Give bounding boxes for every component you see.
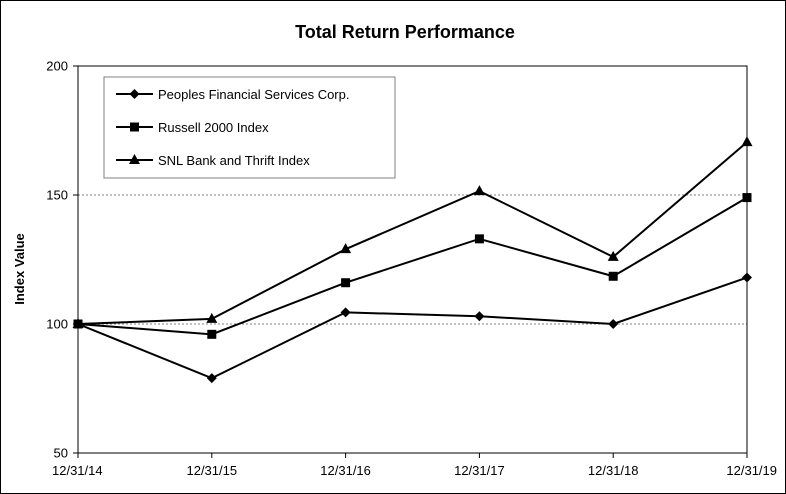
data-point: [608, 271, 618, 281]
legend-marker: [129, 154, 140, 164]
series-1: [73, 272, 752, 384]
y-tick-label: 100: [46, 317, 68, 332]
data-point: [207, 329, 217, 339]
series-line-3: [77, 141, 748, 325]
data-point: [607, 250, 619, 261]
ticks-layer: 50 100 150 200 12/31/14 12/31/15 12/31/16 12/31…: [46, 59, 777, 479]
legend-label: Russell 2000 Index: [158, 120, 269, 135]
data-point: [341, 278, 351, 288]
y-tick-label: 200: [46, 59, 68, 74]
data-point: [340, 243, 352, 254]
legend-label: SNL Bank and Thrift Index: [158, 153, 310, 168]
x-tick-label: 12/31/19: [726, 463, 777, 478]
y-tick-label: 150: [46, 188, 68, 203]
y-tick-label: 50: [54, 446, 68, 461]
series-line-1: [77, 276, 748, 380]
legend-marker: [129, 89, 140, 99]
data-point: [742, 272, 752, 283]
legend-label: Peoples Financial Services Corp.: [158, 87, 349, 102]
data-point: [474, 234, 484, 244]
x-tick-label: 12/31/17: [454, 463, 505, 478]
data-point: [206, 312, 218, 323]
x-tick-label: 12/31/16: [320, 463, 371, 478]
series-3: [72, 136, 753, 328]
data-point: [742, 193, 752, 203]
data-point: [72, 318, 84, 328]
x-tick-label: 12/31/14: [52, 463, 103, 478]
plot-area: [77, 65, 748, 454]
series-line-2: [77, 196, 748, 336]
series-layer: [72, 136, 753, 384]
legend-marker: [130, 122, 139, 132]
chart-title: Total Return Performance: [295, 22, 515, 42]
data-point: [206, 373, 217, 384]
data-point: [608, 319, 619, 329]
x-tick-label: 12/31/18: [588, 463, 639, 478]
grid-layer: [78, 194, 747, 325]
data-point: [474, 311, 485, 322]
x-tick-label: 12/31/15: [186, 463, 237, 478]
y-axis-label: Index Value: [12, 233, 27, 305]
data-point: [741, 136, 753, 147]
data-point: [473, 185, 485, 196]
series-2: [73, 193, 752, 339]
legend: Peoples Financial Services Corp. Russell …: [103, 76, 396, 179]
data-point: [340, 307, 351, 318]
